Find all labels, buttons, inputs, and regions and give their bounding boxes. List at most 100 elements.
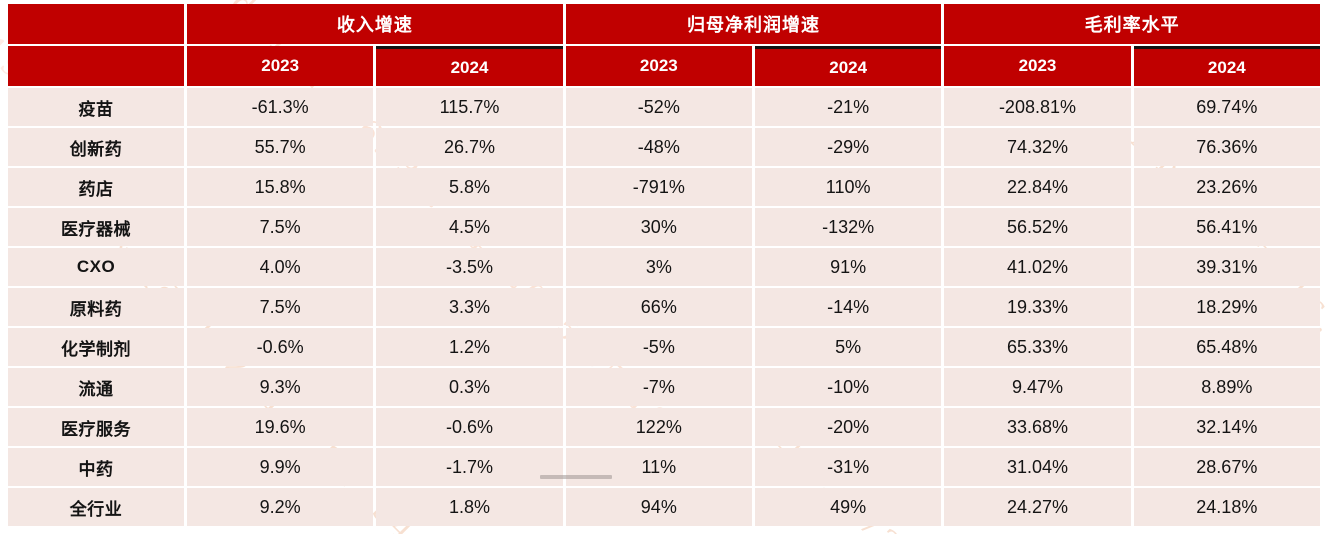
value-cell: 28.67% [1133,448,1320,486]
value-cell: 122% [565,408,752,446]
value-cell: -0.6% [376,408,563,446]
value-cell: 56.52% [944,208,1131,246]
value-cell: -10% [754,368,942,406]
value-cell: 18.29% [1133,288,1320,326]
year-header-row: 2023 2024 2023 2024 2023 2024 [8,46,1320,86]
value-cell: -20% [754,408,942,446]
value-cell: 56.41% [1133,208,1320,246]
row-label: 原料药 [8,288,184,326]
value-cell: 5.8% [376,168,563,206]
corner-cell [8,4,184,44]
value-cell: 3% [565,248,752,286]
value-cell: 9.47% [944,368,1131,406]
value-cell: 9.9% [187,448,374,486]
table-row: 流通 9.3% 0.3% -7% -10% 9.47% 8.89% [8,368,1320,406]
value-cell: -61.3% [187,88,374,126]
value-cell: 11% [565,448,752,486]
value-cell: 4.5% [376,208,563,246]
table-row: 药店 15.8% 5.8% -791% 110% 22.84% 23.26% [8,168,1320,206]
value-cell: -3.5% [376,248,563,286]
value-cell: -29% [754,128,942,166]
row-label: 流通 [8,368,184,406]
table-row: 创新药 55.7% 26.7% -48% -29% 74.32% 76.36% [8,128,1320,166]
value-cell: 76.36% [1133,128,1320,166]
industry-financials-table: 收入增速 归母净利润增速 毛利率水平 2023 2024 2023 2024 2… [5,2,1323,528]
group-header-row: 收入增速 归母净利润增速 毛利率水平 [8,4,1320,44]
value-cell: 1.2% [376,328,563,366]
value-cell: 4.0% [187,248,374,286]
table-row: 医疗器械 7.5% 4.5% 30% -132% 56.52% 56.41% [8,208,1320,246]
value-cell: -791% [565,168,752,206]
value-cell: -48% [565,128,752,166]
value-cell: 110% [754,168,942,206]
group-header-net-profit-growth: 归母净利润增速 [565,4,942,44]
year-header-2024: 2024 [1133,46,1320,86]
corner-cell [8,46,184,86]
row-label: 中药 [8,448,184,486]
row-label: 化学制剂 [8,328,184,366]
value-cell: 15.8% [187,168,374,206]
value-cell: 23.26% [1133,168,1320,206]
value-cell: 0.3% [376,368,563,406]
row-label: CXO [8,248,184,286]
year-header-2023: 2023 [565,46,752,86]
year-header-2024: 2024 [376,46,563,86]
value-cell: 24.27% [944,488,1131,526]
value-cell: -21% [754,88,942,126]
value-cell: -31% [754,448,942,486]
value-cell: 65.48% [1133,328,1320,366]
value-cell: 19.33% [944,288,1131,326]
table-row: 原料药 7.5% 3.3% 66% -14% 19.33% 18.29% [8,288,1320,326]
table-row: 医疗服务 19.6% -0.6% 122% -20% 33.68% 32.14% [8,408,1320,446]
value-cell: 22.84% [944,168,1131,206]
value-cell: 49% [754,488,942,526]
value-cell: 24.18% [1133,488,1320,526]
row-label: 全行业 [8,488,184,526]
value-cell: 65.33% [944,328,1131,366]
year-header-2023: 2023 [187,46,374,86]
value-cell: 8.89% [1133,368,1320,406]
value-cell: 30% [565,208,752,246]
table-row: 化学制剂 -0.6% 1.2% -5% 5% 65.33% 65.48% [8,328,1320,366]
row-label: 药店 [8,168,184,206]
value-cell: 9.2% [187,488,374,526]
value-cell: -0.6% [187,328,374,366]
year-header-2023: 2023 [944,46,1131,86]
row-label: 疫苗 [8,88,184,126]
table-row: 中药 9.9% -1.7% 11% -31% 31.04% 28.67% [8,448,1320,486]
row-label: 医疗器械 [8,208,184,246]
value-cell: 91% [754,248,942,286]
value-cell: 41.02% [944,248,1131,286]
table-body: 疫苗 -61.3% 115.7% -52% -21% -208.81% 69.74% 创新药 5… [8,88,1320,526]
value-cell: -1.7% [376,448,563,486]
table-header: 收入增速 归母净利润增速 毛利率水平 2023 2024 2023 2024 2… [8,4,1320,86]
value-cell: 115.7% [376,88,563,126]
table-row: 疫苗 -61.3% 115.7% -52% -21% -208.81% 69.74% [8,88,1320,126]
year-header-2024: 2024 [754,46,942,86]
value-cell: 7.5% [187,208,374,246]
value-cell: 19.6% [187,408,374,446]
group-header-revenue-growth: 收入增速 [187,4,563,44]
table-row: CXO 4.0% -3.5% 3% 91% 41.02% 39.31% [8,248,1320,286]
group-header-gross-margin: 毛利率水平 [944,4,1320,44]
value-cell: 3.3% [376,288,563,326]
table-row: 全行业 9.2% 1.8% 94% 49% 24.27% 24.18% [8,488,1320,526]
value-cell: 31.04% [944,448,1131,486]
value-cell: -52% [565,88,752,126]
value-cell: 66% [565,288,752,326]
value-cell: 39.31% [1133,248,1320,286]
row-label: 医疗服务 [8,408,184,446]
value-cell: -132% [754,208,942,246]
value-cell: 7.5% [187,288,374,326]
value-cell: -208.81% [944,88,1131,126]
value-cell: 5% [754,328,942,366]
value-cell: -5% [565,328,752,366]
value-cell: -7% [565,368,752,406]
value-cell: 26.7% [376,128,563,166]
value-cell: 1.8% [376,488,563,526]
value-cell: 55.7% [187,128,374,166]
value-cell: 33.68% [944,408,1131,446]
value-cell: 69.74% [1133,88,1320,126]
value-cell: 94% [565,488,752,526]
